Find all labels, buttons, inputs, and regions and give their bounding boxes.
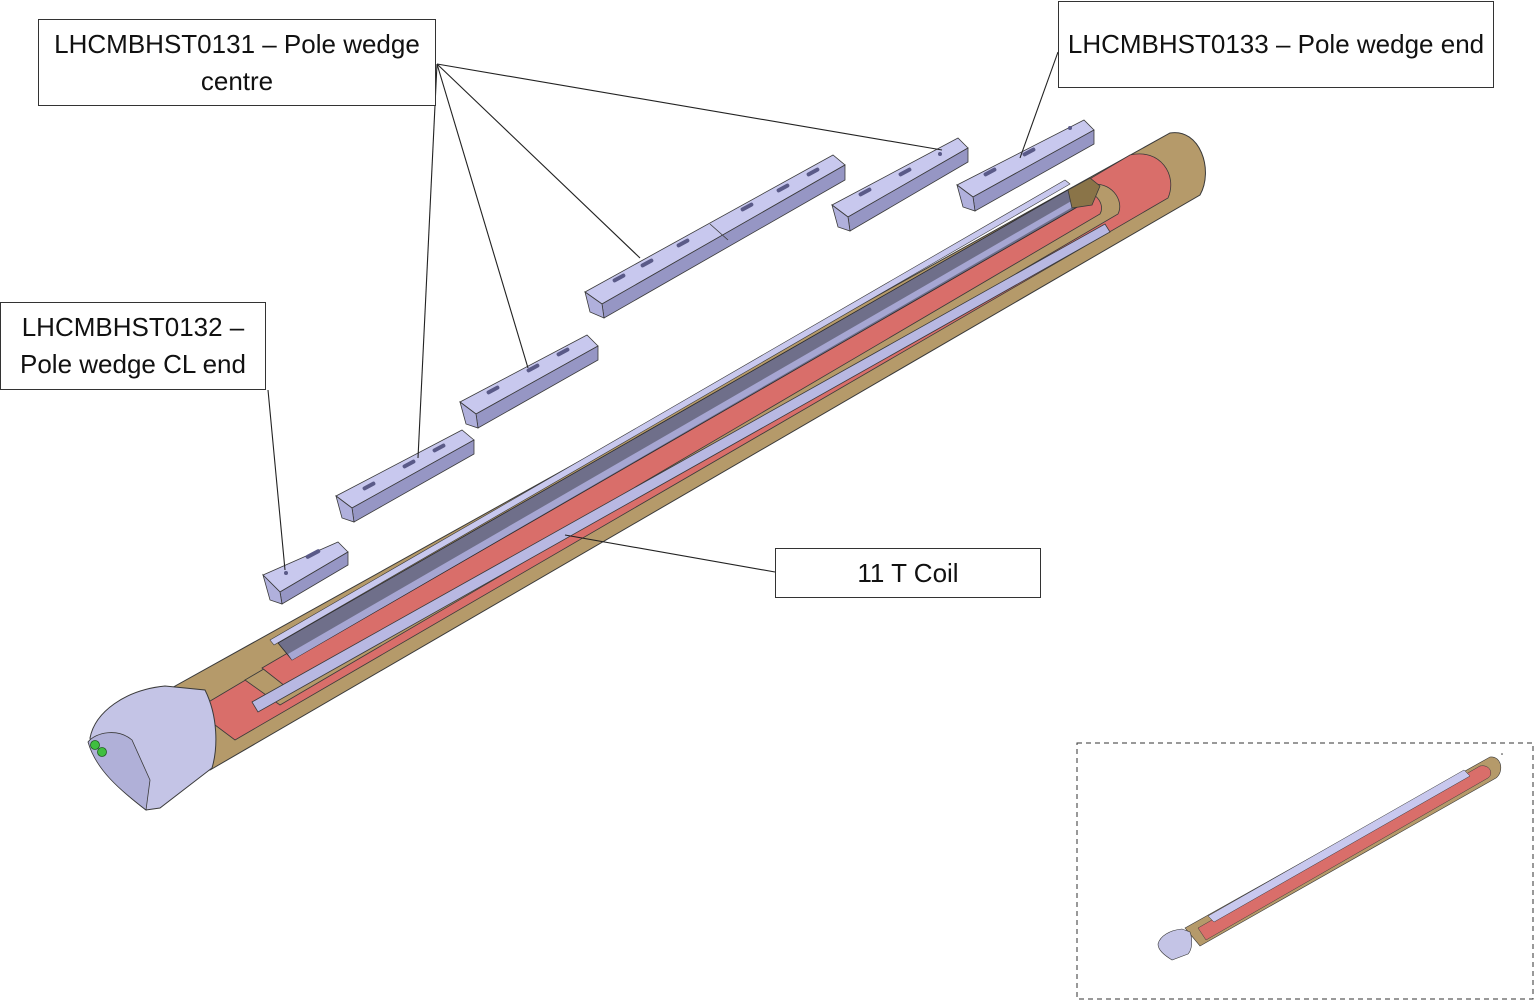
callout-text: 11 T Coil	[857, 557, 959, 588]
callout-11t-coil: 11 T Coil	[775, 548, 1041, 598]
callout-pole-wedge-centre: LHCMBHST0131 – Pole wedge centre	[38, 19, 436, 106]
inset-frame	[1076, 742, 1534, 1000]
main-coil	[87, 132, 1206, 811]
pole-wedge-end-inner	[831, 137, 969, 232]
callout-pole-wedge-end: LHCMBHST0133 – Pole wedge end	[1058, 1, 1494, 88]
coil-pad	[90, 740, 100, 750]
callout-text: LHCMBHST0132 – Pole wedge CL end	[20, 312, 246, 379]
leader-line	[417, 63, 438, 459]
coil-top-strip	[269, 179, 1071, 646]
coil-pad	[97, 747, 107, 757]
leader-line	[436, 63, 529, 369]
pole-wedge-cl-end	[262, 541, 349, 605]
leader-lines	[267, 51, 1059, 573]
inset-overview	[1076, 742, 1534, 1000]
leader-line	[1019, 51, 1059, 159]
leader-line	[436, 63, 943, 151]
leader-line	[267, 389, 286, 571]
coil-pole-slot-floor	[288, 196, 1083, 660]
inset-end-cap	[1157, 928, 1193, 961]
pole-wedge-centre-3	[584, 154, 846, 319]
leader-line	[564, 534, 776, 573]
callout-text: LHCMBHST0131 – Pole wedge centre	[54, 28, 420, 96]
coil-end-block	[1067, 177, 1101, 209]
leader-line	[436, 63, 641, 259]
callout-pole-wedge-cl-end: LHCMBHST0132 – Pole wedge CL end	[0, 302, 266, 390]
callout-text: LHCMBHST0133 – Pole wedge end	[1067, 29, 1485, 59]
pole-wedge-centre-2	[459, 334, 599, 429]
pole-wedge-centre-1	[335, 429, 475, 523]
coil-lavender-strip	[251, 223, 1111, 713]
pole-wedge-end	[956, 119, 1095, 212]
inset-coil-wedges	[1207, 769, 1471, 923]
inset-coil-red	[1197, 765, 1491, 941]
